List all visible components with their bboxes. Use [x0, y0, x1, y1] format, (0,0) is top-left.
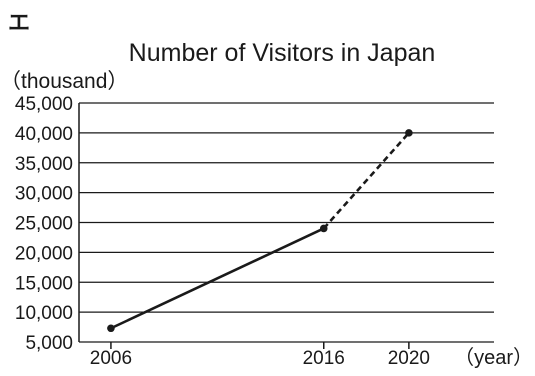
x-tick-label: 2006 — [90, 348, 132, 369]
y-tick-label: 10,000 — [15, 303, 73, 324]
series — [107, 129, 413, 333]
grid — [78, 102, 494, 343]
data-point — [319, 224, 328, 233]
y-tick-label: 25,000 — [15, 214, 73, 235]
y-tick-label: 30,000 — [15, 184, 73, 205]
y-tick-label: 35,000 — [15, 154, 73, 175]
y-tick-label: 45,000 — [15, 94, 73, 115]
chart-label-mark: エ — [8, 10, 30, 35]
x-tick-label: 2020 — [388, 348, 430, 369]
chart-title: Number of Visitors in Japan — [129, 39, 436, 67]
data-point — [107, 324, 115, 333]
y-axis-label: （thousand） — [0, 70, 128, 93]
series-line-solid — [110, 227, 325, 330]
data-point — [405, 129, 413, 137]
x-axis-ticks: 2006 2016 2020 — [90, 342, 430, 369]
x-axis-label: （year） — [454, 346, 533, 369]
y-tick-label: 5,000 — [25, 333, 73, 354]
y-tick-label: 20,000 — [15, 243, 73, 264]
x-tick-label: 2016 — [303, 348, 345, 369]
y-tick-label: 40,000 — [15, 124, 73, 145]
y-tick-label: 15,000 — [15, 273, 73, 294]
y-axis-ticks: 5,000 10,000 15,000 20,000 25,000 30,000 35,00… — [15, 94, 73, 354]
series-line-dashed — [322, 132, 410, 230]
